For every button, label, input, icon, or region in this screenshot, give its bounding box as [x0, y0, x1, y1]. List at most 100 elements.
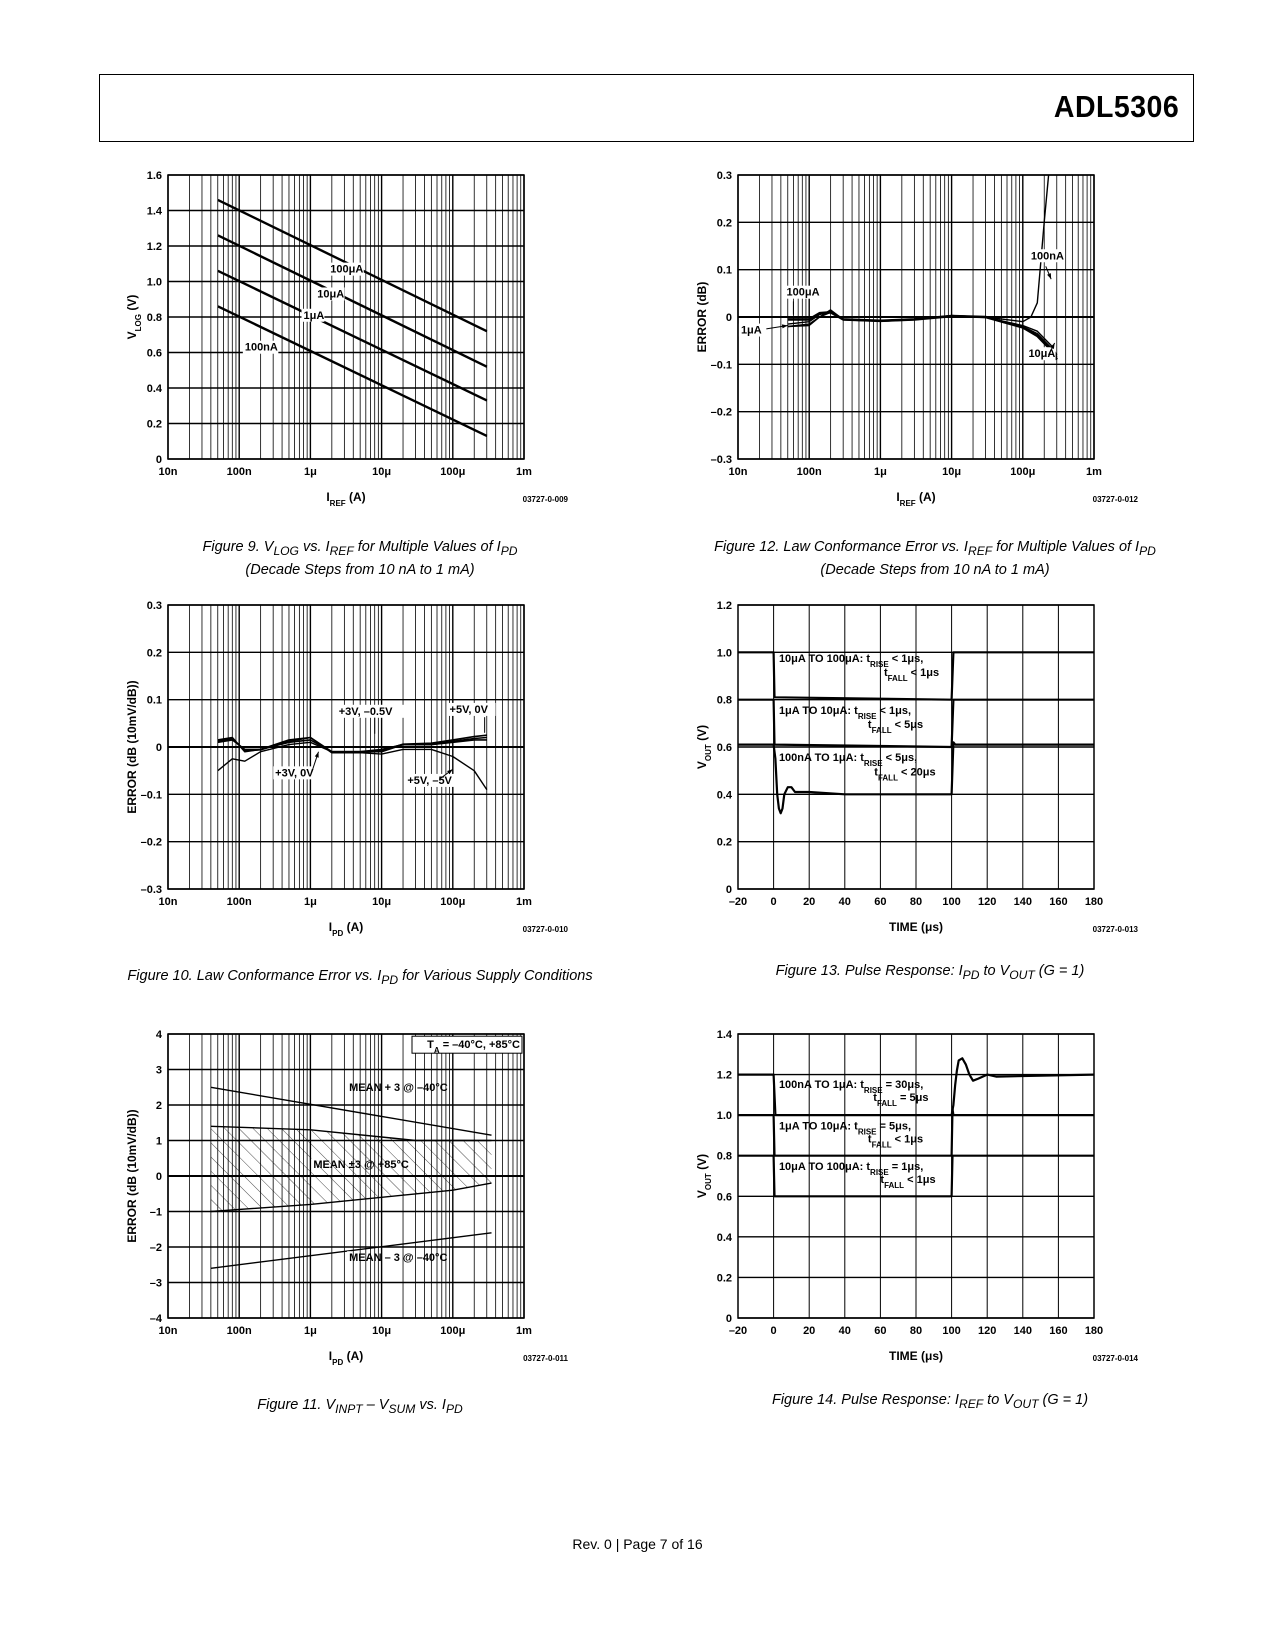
x-tick-label: 60 [874, 1325, 886, 1337]
x-axis-label: TIME (μs) [889, 1349, 943, 1363]
series-line [787, 174, 1050, 328]
y-axis-label: VLOG (V) [125, 295, 143, 340]
annotation-label: tFALL < 5μs [868, 719, 923, 735]
plot-frame [167, 174, 525, 460]
annotation-label: 10μA TO 100μA: tRISE = 1μs, [779, 1161, 923, 1177]
plot-frame [737, 1033, 1095, 1319]
annotation-label: tFALL < 1μs [880, 1174, 935, 1190]
figure-13-caption: Figure 13. Pulse Response: IPD to VOUT (… [775, 963, 1085, 982]
y-tick-label: 0 [726, 312, 732, 324]
series-line [787, 311, 1058, 356]
x-tick-label: 1m [516, 466, 532, 478]
label-background [242, 340, 279, 354]
annotation-label: MEAN – 3 @ –40°C [349, 1252, 447, 1264]
x-tick-label: 10n [159, 466, 178, 478]
annotation-label: 100nA TO 1μA: tRISE = 30μs, [779, 1079, 923, 1095]
figure-10-chart: 10n 100n 1μ 10μ 100μ 1m –0.3 –0.2 –0.1 0 0.1 0.2 0.3… [120, 595, 569, 945]
label-background [311, 1158, 316, 1172]
fig9-svg: 10n 100n 1μ 10μ 100μ 1m 0 0.2 0.4 0.6 0.8 1.0 1.2 1.4… [125, 170, 569, 508]
x-tick-label: 120 [978, 1325, 996, 1337]
fig10-svg: 10n 100n 1μ 10μ 100μ 1m –0.3 –0.2 –0.1 0 0.1 0.2 0.3… [125, 600, 569, 938]
series-line [738, 1057, 1095, 1117]
x-tick-label: 10n [159, 1325, 178, 1337]
annotation-label: +5V, –5V [407, 775, 452, 787]
fig11-svg: 10n 100n 1μ 10μ 100μ 1m –4 –3 –2 –1 0 1 2 3 4 IPD (A) ER… [125, 1029, 569, 1367]
label-background [1028, 249, 1065, 263]
figure-11-caption: Figure 11. VINPT – VSUM vs. IPD [257, 1397, 463, 1416]
label-background [328, 262, 364, 276]
y-tick-label: 1.4 [717, 1029, 733, 1041]
y-tick-label: 1.2 [717, 600, 732, 612]
x-tick-label: 1m [516, 896, 532, 908]
x-tick-label: 40 [839, 896, 851, 908]
series-line [738, 741, 1094, 815]
x-tick-label: 20 [803, 896, 815, 908]
figure-code: 03727-0-012 [1093, 495, 1139, 504]
figure-code: 03727-0-009 [523, 495, 569, 504]
x-axis-label: IPD (A) [329, 920, 363, 938]
x-tick-label: 20 [803, 1325, 815, 1337]
x-tick-label: 10n [729, 466, 748, 478]
x-tick-label: 10n [159, 896, 178, 908]
x-tick-label: 1m [516, 1325, 532, 1337]
series-line [217, 234, 488, 368]
arrow-head [447, 769, 453, 775]
y-tick-label: 0.4 [717, 1232, 733, 1244]
y-tick-label: 0 [726, 1313, 732, 1325]
x-tick-label: 160 [1049, 1325, 1067, 1337]
series-line [738, 1108, 1094, 1157]
y-tick-label: 4 [156, 1029, 163, 1041]
y-tick-label: 0.4 [717, 789, 733, 801]
y-tick-label: 0.2 [147, 419, 162, 431]
figure-code: 03727-0-013 [1093, 925, 1139, 934]
x-tick-label: 100μ [440, 1325, 465, 1337]
y-tick-label: 0.2 [147, 647, 162, 659]
series-line [217, 305, 488, 437]
series-line [210, 1182, 492, 1213]
annotation-label: +3V, 0V [275, 767, 314, 779]
series-label: 10μA [317, 288, 344, 300]
series-label: 100μA [787, 287, 820, 299]
y-tick-label: 0.6 [717, 1191, 732, 1203]
figure-code: 03727-0-014 [1093, 1354, 1139, 1363]
y-tick-label: –0.1 [711, 359, 732, 371]
arrow-head [314, 751, 319, 758]
y-tick-label: 1.0 [717, 1110, 732, 1122]
series-label: 100nA [1031, 250, 1064, 262]
series-line [738, 1154, 1094, 1198]
y-tick-label: 0.2 [717, 217, 732, 229]
x-axis-label: IPD (A) [329, 1349, 363, 1367]
x-tick-label: 1μ [874, 466, 887, 478]
y-tick-label: –1 [150, 1207, 162, 1219]
figure-code: 03727-0-011 [523, 1354, 568, 1363]
label-background [315, 287, 345, 301]
label-background [347, 1080, 352, 1094]
x-tick-label: 10μ [372, 466, 391, 478]
annotation-label: 10μA TO 100μA: tRISE < 1μs, [779, 653, 923, 669]
annotation-label: 100nA TO 1μA: tRISE < 5μs, [779, 752, 917, 768]
y-axis-label: VOUT (V) [695, 1154, 713, 1198]
series-line [217, 734, 487, 754]
x-tick-label: 100n [227, 466, 252, 478]
y-tick-label: –0.2 [711, 407, 732, 419]
annotation-label: 1μA TO 10μA: tRISE < 1μs, [779, 705, 911, 721]
y-tick-label: 2 [156, 1100, 162, 1112]
label-background [738, 323, 762, 337]
series-label: 10μA [1028, 348, 1055, 360]
y-tick-label: –0.3 [711, 454, 732, 466]
y-tick-label: 0 [726, 884, 732, 896]
x-tick-label: 120 [978, 896, 996, 908]
figure-9-caption: Figure 9. VLOG vs. IREF for Multiple Val… [202, 539, 518, 578]
y-tick-label: –2 [150, 1242, 162, 1254]
label-background [1026, 347, 1056, 361]
x-tick-label: 140 [1014, 1325, 1032, 1337]
x-tick-label: 60 [874, 896, 886, 908]
y-tick-label: 0.3 [717, 170, 732, 182]
y-tick-label: 1 [156, 1136, 162, 1148]
annotation-label: +5V, 0V [450, 704, 489, 716]
x-tick-label: 10μ [942, 466, 961, 478]
annotation-label: tFALL < 20μs [874, 766, 935, 782]
figure-9-chart: 10n 100n 1μ 10μ 100μ 1m 0 0.2 0.4 0.6 0.8 1.0 1.2 1.4… [120, 165, 569, 515]
series-label: 100μA [330, 264, 363, 276]
y-tick-label: –4 [150, 1313, 163, 1325]
